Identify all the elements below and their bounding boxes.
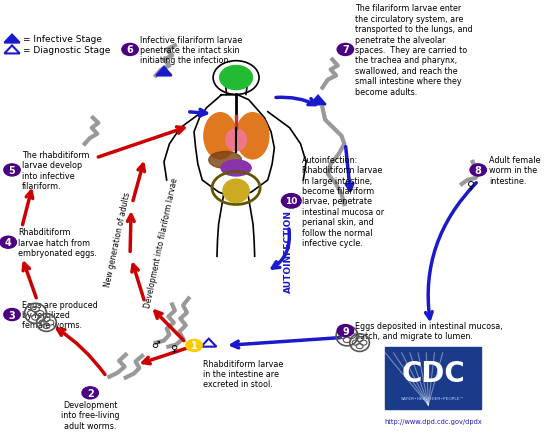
Circle shape [281, 194, 301, 209]
Text: AUTOINFECTION: AUTOINFECTION [284, 209, 293, 292]
Text: Infective filariform larvae
penetrate the intact skin
initiating the infection.: Infective filariform larvae penetrate th… [140, 36, 242, 65]
Text: 10: 10 [285, 197, 298, 206]
Circle shape [337, 44, 353, 56]
Text: New generation of adults: New generation of adults [103, 191, 132, 287]
Text: 9: 9 [342, 326, 349, 336]
Text: 6: 6 [127, 45, 133, 55]
Text: 1: 1 [191, 341, 197, 351]
Text: Adult female
worm in the
intestine.: Adult female worm in the intestine. [489, 156, 541, 185]
Text: Eggs are produced
by fertilized
female worms.: Eggs are produced by fertilized female w… [22, 300, 98, 330]
Text: Rhabditiform
larvae hatch from
embryonated eggs.: Rhabditiform larvae hatch from embryonat… [18, 228, 97, 257]
Circle shape [470, 164, 487, 177]
Text: Development into filariform larvae: Development into filariform larvae [143, 177, 179, 309]
Circle shape [122, 44, 138, 56]
Ellipse shape [226, 129, 247, 151]
Ellipse shape [223, 180, 249, 203]
Text: 5: 5 [9, 165, 15, 175]
Ellipse shape [236, 113, 269, 160]
Ellipse shape [204, 113, 237, 160]
Circle shape [337, 325, 353, 337]
Polygon shape [156, 68, 171, 76]
Ellipse shape [209, 152, 242, 169]
Circle shape [4, 164, 20, 177]
Text: Rhabditiform larvae
in the intestine are
excreted in stool.: Rhabditiform larvae in the intestine are… [204, 359, 284, 388]
Circle shape [186, 340, 202, 352]
Text: ♀: ♀ [467, 181, 475, 191]
Text: SAFER•HEALTHIER•PEOPLE™: SAFER•HEALTHIER•PEOPLE™ [401, 396, 465, 400]
Text: = Diagnostic Stage: = Diagnostic Stage [23, 46, 111, 55]
Text: 7: 7 [342, 45, 349, 55]
Circle shape [82, 387, 98, 399]
Text: Development
into free-living
adult worms.: Development into free-living adult worms… [61, 400, 119, 430]
Text: ♂: ♂ [152, 339, 160, 349]
Text: = Infective Stage: = Infective Stage [23, 35, 102, 44]
Text: 3: 3 [9, 310, 15, 320]
Text: The rhabditiform
larvae develop
into infective
filariform.: The rhabditiform larvae develop into inf… [22, 151, 90, 191]
Text: CDC: CDC [401, 359, 465, 387]
Polygon shape [4, 36, 20, 43]
Text: 8: 8 [474, 165, 482, 175]
Circle shape [220, 66, 253, 90]
Circle shape [0, 237, 17, 249]
Text: ♀: ♀ [170, 343, 178, 353]
Text: 4: 4 [5, 238, 12, 248]
Text: 2: 2 [87, 388, 93, 398]
Text: http://www.dpd.cdc.gov/dpdx: http://www.dpd.cdc.gov/dpdx [384, 418, 482, 424]
FancyBboxPatch shape [385, 347, 481, 409]
Ellipse shape [221, 161, 251, 177]
Polygon shape [310, 96, 326, 105]
Circle shape [4, 309, 20, 321]
Text: Eggs deposited in intestinal mucosa,
hatch, and migrate to lumen.: Eggs deposited in intestinal mucosa, hat… [355, 321, 503, 341]
Text: The filariform larvae enter
the circulatory system, are
transported to the lungs: The filariform larvae enter the circulat… [355, 4, 473, 96]
Text: Autoinfection:
Rhabditiform larvae
in large intestine,
become filariform
larvae,: Autoinfection: Rhabditiform larvae in la… [302, 155, 384, 247]
